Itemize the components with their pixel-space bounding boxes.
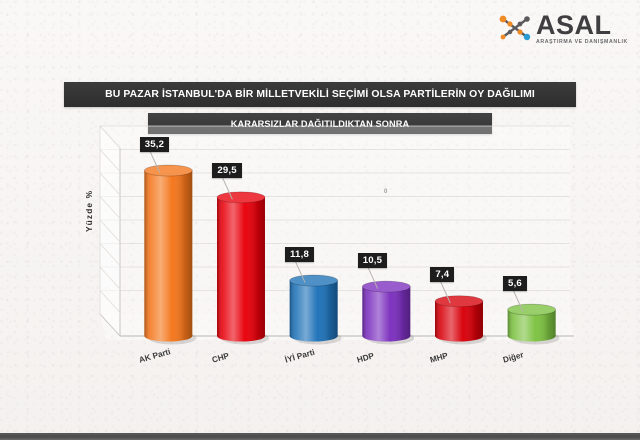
bar-diğer [507,303,560,345]
value-label: 10,5 [357,252,388,268]
asal-logo-text: ASAL ARAŞTIRMA VE DANIŞMANLIK [536,11,628,45]
value-label: 35,2 [139,136,170,152]
bar-hdp [361,280,415,345]
page-subtitle: KARARSIZLAR DAĞITILDIKTAN SONRA [230,118,410,129]
value-label: 5,6 [503,275,527,291]
asal-dots-logo-icon [498,12,532,44]
brand-tagline: ARAŞTIRMA VE DANIŞMANLIK [536,38,628,45]
chart-title-bar: BU PAZAR İSTANBUL'DA BİR MİLLETVEKİLİ SE… [64,82,576,107]
bottom-strip [0,433,640,440]
page-title: BU PAZAR İSTANBUL'DA BİR MİLLETVEKİLİ SE… [105,89,535,100]
stray-mark: 0 [384,189,388,195]
y-axis-label: Yüzde % [84,189,94,232]
brand-name: ASAL [536,9,612,40]
asal-logo: ASAL ARAŞTIRMA VE DANIŞMANLIK [498,6,634,50]
value-label: 11,8 [285,246,314,262]
chart-canvas [99,125,576,345]
bar-ak-parti [143,164,197,345]
chart-subtitle-bar: KARARSIZLAR DAĞITILDIKTAN SONRA [148,113,492,134]
bar-chp [216,191,269,345]
value-label: 29,5 [212,163,242,179]
vote-distribution-chart: Yüzde % 35,2 AK Parti 29,5 CHP 11,8 İYİ Parti… [78,125,578,380]
bar-i-yi-parti [289,274,342,345]
value-label: 7,4 [430,267,455,283]
bar-mhp [434,295,487,345]
